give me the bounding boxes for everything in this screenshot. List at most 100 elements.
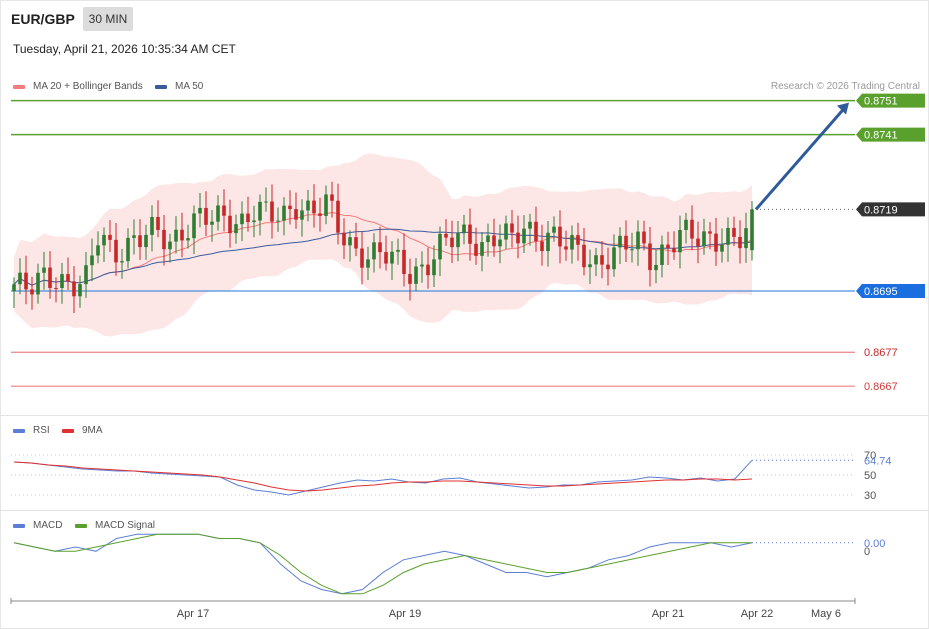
legend-macd-label: MACD [33,520,63,531]
candle-body [744,228,748,249]
bollinger-band [14,153,752,337]
candle-body [720,244,724,252]
candle-body [282,205,286,221]
candle-body [276,220,280,222]
candle-body [258,201,262,221]
candle-body [132,235,136,238]
candle-body [204,207,208,225]
candle-body [114,239,118,263]
candle-body [684,219,688,230]
candle-body [162,229,166,250]
candle-body [552,226,556,233]
candle-body [486,235,490,243]
candle-body [156,216,160,230]
rsi-current-value: 64.74 [864,455,892,467]
candle-body [180,229,184,241]
candle-body [150,216,154,235]
candle-body [144,234,148,248]
candle-body [12,284,16,291]
candle-body [90,255,94,266]
rsi-ma-swatch [62,428,74,433]
candle-body [618,235,622,248]
candle-body [54,287,58,289]
candle-body [738,236,742,249]
price-tag-0-8751 [856,93,925,108]
candle-body [480,242,484,256]
candle-body [342,232,346,246]
candle-body [456,233,460,248]
candle-body [168,241,172,250]
candle-body [330,194,334,201]
candle-body [240,213,244,225]
candle-body [108,234,112,240]
candle-body [492,235,496,247]
ma20-swatch [13,84,25,89]
candle-body [78,284,82,297]
candle-body [48,267,52,288]
price-tag-0-8719 [856,202,925,217]
legend-rsi-ma: 9MA [62,425,103,436]
candle-body [546,232,550,252]
candle-body [36,272,40,295]
candle-body [570,235,574,250]
rsi-tick-50: 50 [864,470,876,482]
candle-body [318,213,322,216]
candle-body [612,247,616,270]
price-tag-0-8741 [856,127,925,142]
candle-body [384,252,388,264]
macd-signal-line [13,533,752,595]
candle-body [264,201,268,203]
candle-body [294,209,298,220]
candle-body [444,233,448,238]
candle-body [72,281,76,297]
candle-body [708,231,712,234]
research-credit: Research © 2026 Trading Central [770,81,920,92]
candle-body [60,274,64,288]
rsi-line [13,459,753,496]
candle-body [558,226,562,247]
candle-body [306,200,310,211]
legend-ma20-label: MA 20 + Bollinger Bands [33,81,143,92]
candle-body [504,223,508,240]
candle-body [732,227,736,237]
candle-body [624,235,628,250]
candle-body [192,213,196,239]
candle-body [672,248,676,253]
candle-body [576,235,580,245]
candle-body [630,249,634,251]
candle-body [42,267,46,273]
candle-body [642,231,646,244]
candle-body [714,233,718,252]
candle-body [96,245,100,256]
candle-body [222,205,226,216]
candle-body [186,238,190,241]
candle-body [582,244,586,268]
candle-body [690,219,694,239]
candle-body [474,243,478,256]
candle-body [564,246,568,250]
rsi-ma-line [13,461,753,492]
x-tick-apr-19: Apr 19 [389,608,421,620]
legend-macd-signal: MACD Signal [75,520,155,531]
candle-body [594,255,598,265]
candle-body [414,266,418,284]
legend-ma50-label: MA 50 [175,81,204,92]
x-tick-apr-22: Apr 22 [741,608,773,620]
candle-body [120,261,124,263]
timeframe-badge[interactable]: 30 MIN [83,7,133,31]
candle-body [234,224,238,234]
candle-body [102,234,106,246]
macd-tick-0: 0 [864,546,870,558]
candle-body [498,239,502,247]
candle-body [726,227,730,245]
candle-body [468,224,472,244]
rsi-swatch [13,428,25,433]
ma50-swatch [155,84,167,89]
candle-body [336,200,340,233]
candle-body [660,244,664,265]
candle-body [324,194,328,216]
forecast-arrow-head [837,102,849,115]
candle-body [432,259,436,276]
x-tick-apr-21: Apr 21 [652,608,684,620]
